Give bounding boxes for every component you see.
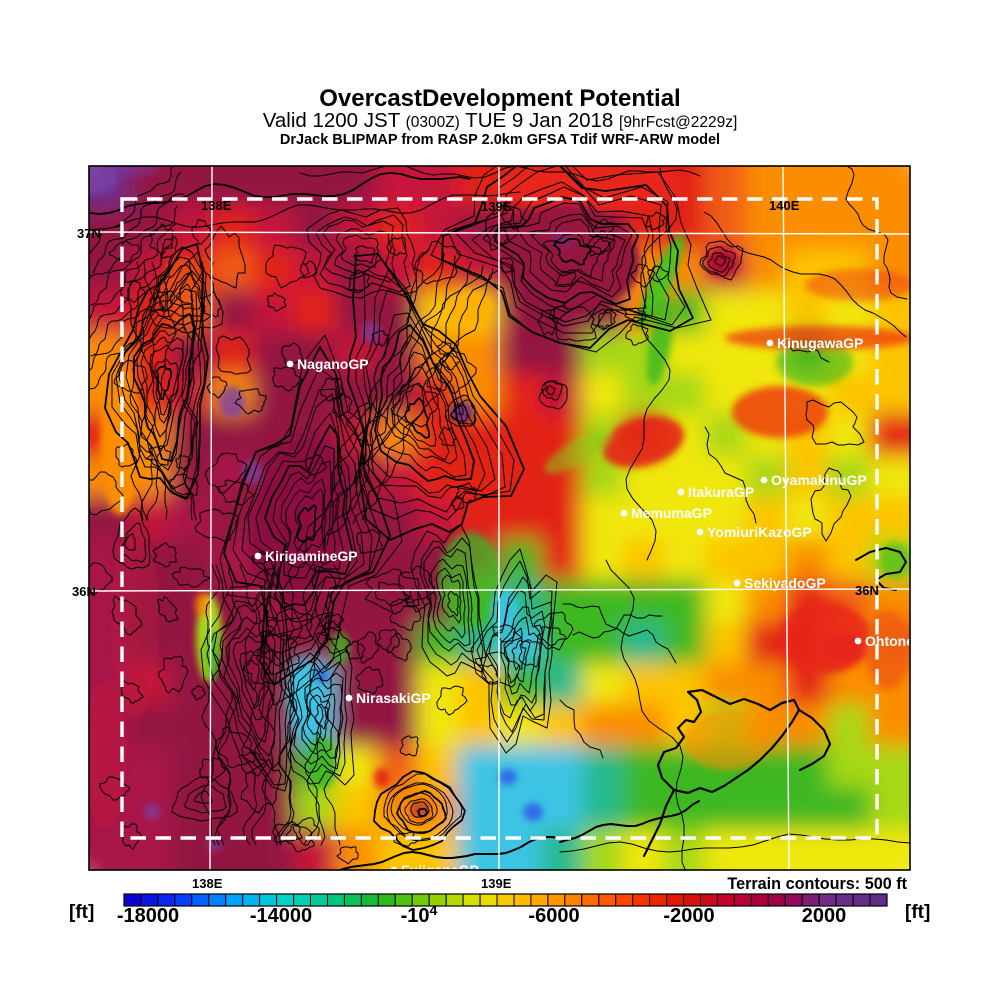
svg-text:138E: 138E — [192, 876, 223, 891]
svg-text:MemumaGP: MemumaGP — [631, 505, 712, 521]
svg-text:-14000: -14000 — [250, 905, 312, 927]
svg-text:OyamakinuGP: OyamakinuGP — [771, 472, 867, 488]
svg-text:139E: 139E — [481, 199, 512, 214]
svg-text:37N: 37N — [77, 226, 101, 241]
svg-text:36N: 36N — [72, 584, 96, 599]
svg-text:140E: 140E — [769, 198, 800, 213]
svg-text:-6000: -6000 — [528, 905, 579, 927]
svg-text:36N: 36N — [855, 583, 879, 598]
svg-text:Terrain contours: 500 ft: Terrain contours: 500 ft — [727, 875, 907, 893]
svg-text:[ft]: [ft] — [69, 902, 94, 923]
svg-text:[ft]: [ft] — [905, 902, 930, 923]
svg-text:YomiuriKazoGP: YomiuriKazoGP — [707, 524, 812, 540]
svg-text:FujiganeGP: FujiganeGP — [401, 862, 479, 878]
svg-text:-2000: -2000 — [663, 905, 714, 927]
svg-text:2000: 2000 — [802, 905, 847, 927]
svg-text:-104: -104 — [401, 902, 438, 927]
svg-text:139E: 139E — [481, 876, 512, 891]
svg-text:OhtoneGP: OhtoneGP — [865, 633, 934, 649]
svg-text:ItakuraGP: ItakuraGP — [688, 484, 754, 500]
svg-text:NirasakiGP: NirasakiGP — [356, 690, 431, 706]
svg-text:KinugawaGP: KinugawaGP — [777, 335, 863, 351]
svg-text:NaganoGP: NaganoGP — [297, 356, 369, 372]
svg-text:-18000: -18000 — [117, 905, 179, 927]
svg-text:138E: 138E — [201, 198, 232, 213]
svg-text:KirigamineGP: KirigamineGP — [265, 548, 358, 564]
svg-text:SekiyadoGP: SekiyadoGP — [744, 575, 826, 591]
